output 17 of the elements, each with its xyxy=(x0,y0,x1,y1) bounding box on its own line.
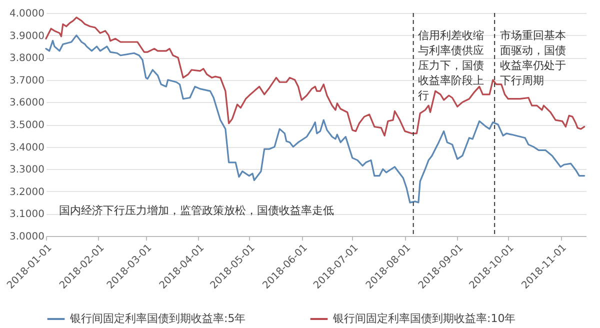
y-tick-label: 3.7000 xyxy=(10,75,44,86)
legend-label: 银行间固定利率国债到期收益率:10年 xyxy=(332,312,516,325)
y-tick-label: 3.4000 xyxy=(10,142,44,154)
line-series xyxy=(45,16,586,136)
y-tick-label: 3.0000 xyxy=(10,232,44,242)
y-tick-label: 4.0000 xyxy=(10,8,44,20)
legend-label: 银行间固定利率国债到期收益率:5年 xyxy=(69,312,246,325)
y-tick-label: 3.1000 xyxy=(10,209,44,220)
y-tick-label: 3.2000 xyxy=(10,186,44,198)
annotation: 国内经济下行压力增加，监管政策放松，国债收益率走低 xyxy=(59,204,334,217)
y-tick-label: 3.9000 xyxy=(10,30,44,42)
y-tick-label: 3.8000 xyxy=(10,53,44,64)
y-tick-label: 3.5000 xyxy=(10,120,44,131)
annotation: 信用利差收缩与利率债供应压力下，国债收益率阶段上行 xyxy=(418,29,484,102)
annotation: 市场重回基本面驱动，国债收益率仍处于下行周期 xyxy=(500,29,566,87)
y-tick-label: 3.6000 xyxy=(10,98,44,109)
y-tick-label: 3.3000 xyxy=(10,164,44,176)
